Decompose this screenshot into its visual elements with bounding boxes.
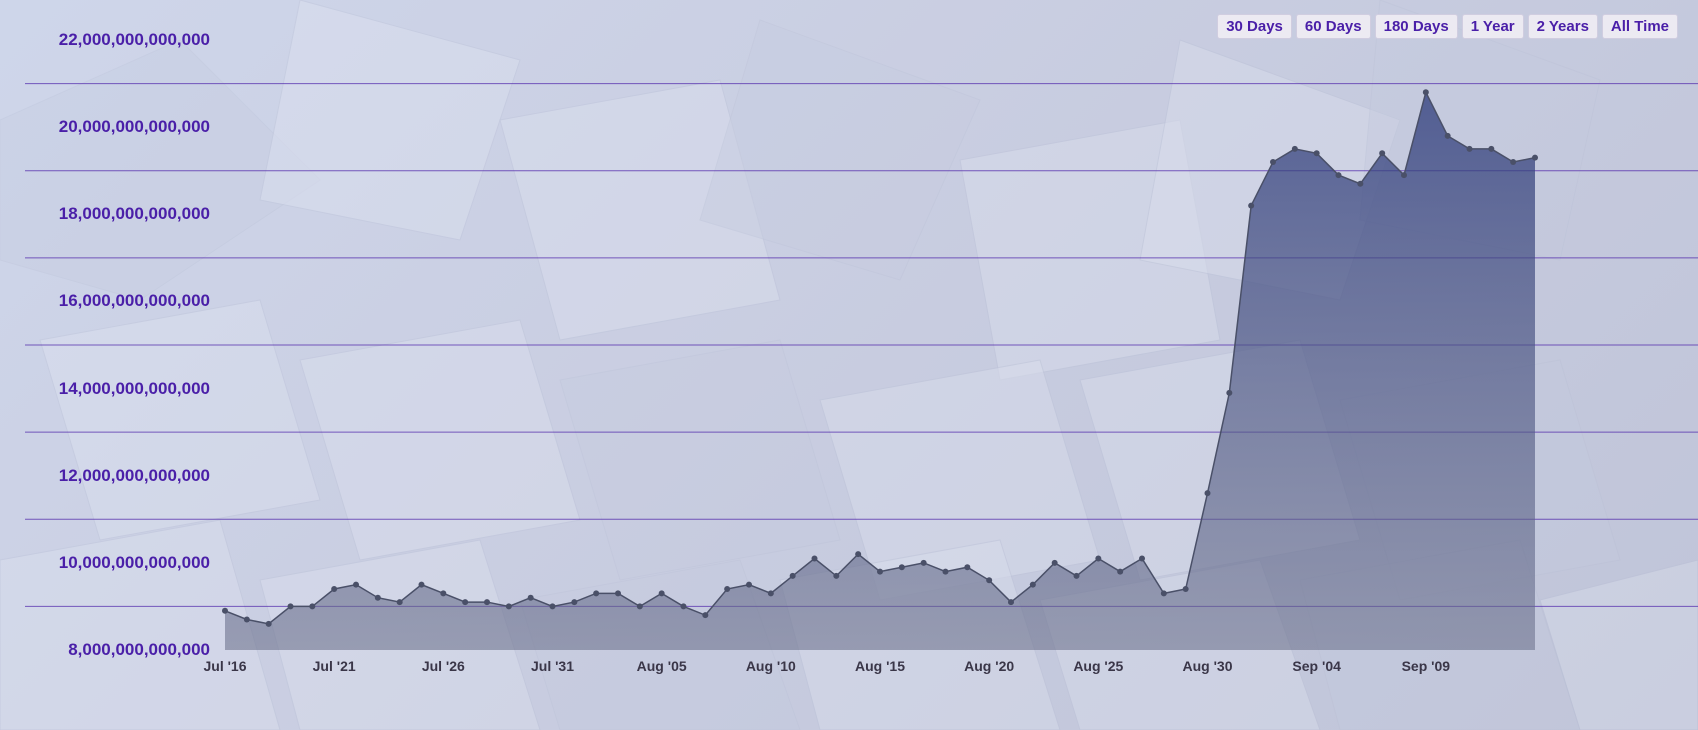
x-axis-label: Sep '04 <box>1292 658 1340 674</box>
chart-svg <box>0 0 1698 730</box>
data-point[interactable] <box>1161 590 1167 596</box>
data-point[interactable] <box>266 621 272 627</box>
y-axis-label: 20,000,000,000,000 <box>59 117 210 137</box>
data-point[interactable] <box>1423 89 1429 95</box>
chart-container: 30 Days60 Days180 Days1 Year2 YearsAll T… <box>0 0 1698 730</box>
data-point[interactable] <box>768 590 774 596</box>
range-button-group: 30 Days60 Days180 Days1 Year2 YearsAll T… <box>1217 14 1678 39</box>
data-point[interactable] <box>659 590 665 596</box>
data-point[interactable] <box>1074 573 1080 579</box>
x-axis-label: Aug '15 <box>855 658 905 674</box>
data-point[interactable] <box>637 603 643 609</box>
data-point[interactable] <box>222 608 228 614</box>
data-point[interactable] <box>1226 390 1232 396</box>
data-point[interactable] <box>833 573 839 579</box>
data-point[interactable] <box>1401 172 1407 178</box>
y-axis-label: 10,000,000,000,000 <box>59 553 210 573</box>
data-point[interactable] <box>1357 181 1363 187</box>
data-point[interactable] <box>964 564 970 570</box>
data-point[interactable] <box>528 595 534 601</box>
x-axis-label: Aug '10 <box>746 658 796 674</box>
y-axis-label: 14,000,000,000,000 <box>59 379 210 399</box>
range-button-2-years[interactable]: 2 Years <box>1528 14 1598 39</box>
data-point[interactable] <box>681 603 687 609</box>
data-point[interactable] <box>1336 172 1342 178</box>
range-button-60-days[interactable]: 60 Days <box>1296 14 1371 39</box>
data-point[interactable] <box>1008 599 1014 605</box>
range-button-30-days[interactable]: 30 Days <box>1217 14 1292 39</box>
data-point[interactable] <box>855 551 861 557</box>
data-point[interactable] <box>462 599 468 605</box>
data-point[interactable] <box>746 582 752 588</box>
data-point[interactable] <box>1030 582 1036 588</box>
data-point[interactable] <box>812 556 818 562</box>
data-point[interactable] <box>943 569 949 575</box>
data-point[interactable] <box>1095 556 1101 562</box>
x-axis-label: Sep '09 <box>1402 658 1450 674</box>
x-axis-label: Aug '20 <box>964 658 1014 674</box>
y-axis-label: 16,000,000,000,000 <box>59 291 210 311</box>
data-point[interactable] <box>1117 569 1123 575</box>
data-point[interactable] <box>550 603 556 609</box>
y-axis-label: 8,000,000,000,000 <box>68 640 210 660</box>
x-axis-label: Jul '16 <box>203 658 246 674</box>
data-point[interactable] <box>1510 159 1516 165</box>
data-point[interactable] <box>1270 159 1276 165</box>
data-point[interactable] <box>331 586 337 592</box>
data-point[interactable] <box>244 617 250 623</box>
data-point[interactable] <box>724 586 730 592</box>
data-point[interactable] <box>1488 146 1494 152</box>
data-point[interactable] <box>1467 146 1473 152</box>
data-point[interactable] <box>921 560 927 566</box>
x-axis-label: Jul '26 <box>422 658 465 674</box>
data-point[interactable] <box>571 599 577 605</box>
data-point[interactable] <box>1139 556 1145 562</box>
data-point[interactable] <box>1379 150 1385 156</box>
data-point[interactable] <box>288 603 294 609</box>
data-point[interactable] <box>1445 133 1451 139</box>
data-point[interactable] <box>375 595 381 601</box>
data-point[interactable] <box>1205 490 1211 496</box>
data-point[interactable] <box>440 590 446 596</box>
data-point[interactable] <box>899 564 905 570</box>
range-button-1-year[interactable]: 1 Year <box>1462 14 1524 39</box>
y-axis-label: 22,000,000,000,000 <box>59 30 210 50</box>
data-point[interactable] <box>877 569 883 575</box>
data-point[interactable] <box>615 590 621 596</box>
x-axis-label: Aug '30 <box>1182 658 1232 674</box>
data-point[interactable] <box>1532 155 1538 161</box>
x-axis-label: Jul '21 <box>313 658 356 674</box>
data-point[interactable] <box>353 582 359 588</box>
x-axis-label: Aug '25 <box>1073 658 1123 674</box>
data-point[interactable] <box>1292 146 1298 152</box>
data-point[interactable] <box>1314 150 1320 156</box>
data-point[interactable] <box>484 599 490 605</box>
data-point[interactable] <box>419 582 425 588</box>
data-point[interactable] <box>1183 586 1189 592</box>
x-axis-label: Jul '31 <box>531 658 574 674</box>
x-axis-label: Aug '05 <box>637 658 687 674</box>
data-point[interactable] <box>1248 203 1254 209</box>
y-axis-label: 12,000,000,000,000 <box>59 466 210 486</box>
data-point[interactable] <box>790 573 796 579</box>
range-button-all-time[interactable]: All Time <box>1602 14 1678 39</box>
y-axis-label: 18,000,000,000,000 <box>59 204 210 224</box>
data-point[interactable] <box>506 603 512 609</box>
data-point[interactable] <box>986 577 992 583</box>
data-point[interactable] <box>309 603 315 609</box>
range-button-180-days[interactable]: 180 Days <box>1375 14 1458 39</box>
data-point[interactable] <box>1052 560 1058 566</box>
data-point[interactable] <box>702 612 708 618</box>
data-point[interactable] <box>397 599 403 605</box>
data-point[interactable] <box>593 590 599 596</box>
